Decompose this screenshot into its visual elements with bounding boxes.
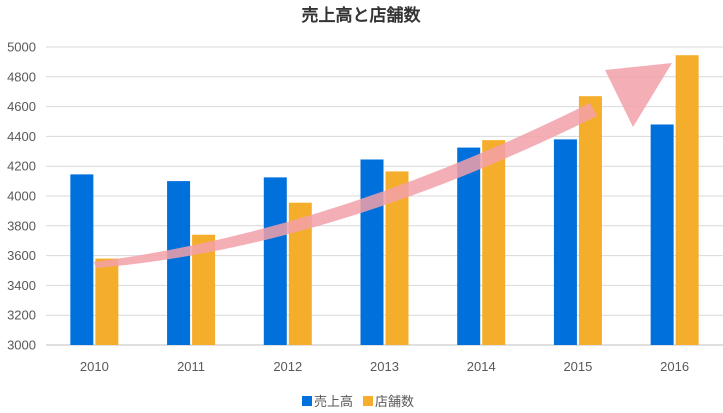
chart-title: 売上高と店舗数 bbox=[302, 5, 422, 26]
bar-sales bbox=[263, 177, 287, 345]
legend-label: 店舗数 bbox=[375, 395, 414, 410]
y-tick-label: 4200 bbox=[7, 159, 36, 174]
y-tick-label: 5000 bbox=[7, 40, 36, 55]
trend-arrow-head bbox=[605, 63, 672, 127]
y-tick-label: 3400 bbox=[7, 278, 36, 293]
legend-swatch bbox=[302, 396, 312, 406]
bar-stores bbox=[482, 140, 506, 345]
x-tick-label: 2013 bbox=[370, 359, 399, 374]
bar-stores bbox=[385, 171, 409, 345]
bar-stores bbox=[95, 258, 119, 345]
bar-sales bbox=[650, 124, 674, 345]
bar-stores bbox=[288, 202, 312, 345]
legend-swatch bbox=[363, 396, 373, 406]
legend-label: 売上高 bbox=[314, 394, 353, 410]
x-tick-label: 2016 bbox=[660, 359, 689, 374]
bar-sales bbox=[553, 139, 577, 345]
x-tick-label: 2011 bbox=[177, 359, 205, 374]
y-tick-label: 4000 bbox=[7, 189, 36, 204]
bar-stores bbox=[192, 234, 216, 345]
x-tick-label: 2014 bbox=[467, 359, 496, 374]
x-tick-label: 2010 bbox=[80, 359, 109, 374]
x-axis-ticks: 2010 2011 2012 2013 2014 2015 2016 bbox=[80, 359, 689, 374]
bars bbox=[70, 55, 699, 345]
legend: 売上高 店舗数 bbox=[302, 394, 414, 410]
y-tick-label: 3600 bbox=[7, 248, 36, 263]
y-tick-label: 4400 bbox=[7, 129, 36, 144]
y-tick-label: 4600 bbox=[7, 99, 36, 114]
y-tick-label: 3800 bbox=[7, 218, 36, 233]
y-axis-ticks: 3000 3200 3400 3600 3800 4000 4200 4400 4600 4800… bbox=[7, 40, 36, 353]
bar-stores bbox=[675, 55, 699, 345]
bar-sales bbox=[167, 181, 191, 345]
y-tick-label: 3200 bbox=[7, 308, 36, 323]
bar-stores bbox=[578, 96, 602, 345]
y-tick-label: 3000 bbox=[7, 338, 36, 353]
bar-sales bbox=[457, 147, 481, 345]
bar-sales bbox=[360, 159, 384, 345]
x-tick-label: 2012 bbox=[273, 359, 302, 374]
trend-arrow bbox=[94, 63, 672, 268]
y-tick-label: 4800 bbox=[7, 69, 36, 84]
bar-sales bbox=[70, 174, 94, 345]
x-tick-label: 2015 bbox=[563, 359, 592, 374]
